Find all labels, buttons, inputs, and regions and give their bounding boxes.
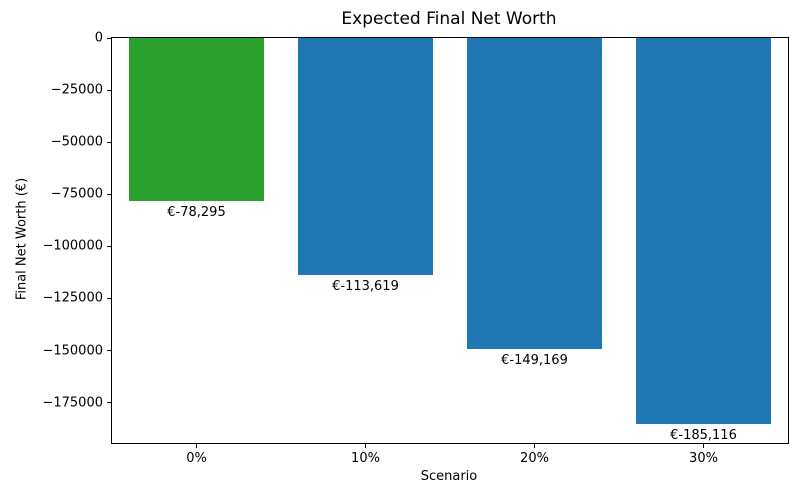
y-tick-mark [107, 245, 111, 247]
bar [635, 38, 772, 424]
plot-area: 0 −25000 −50000 −75000 −100000 −125000 −150000… [42, 31, 789, 466]
y-tick-mark [107, 193, 111, 195]
x-tick-mark [534, 444, 535, 448]
x-tick-label: 30% [689, 451, 718, 466]
chart-title: Expected Final Net Worth [341, 9, 557, 29]
y-axis-label: Final Net Worth (€) [14, 177, 30, 301]
y-tick-label: −125000 [42, 290, 103, 306]
bar [466, 38, 603, 349]
bar-value-label: €-113,619 [332, 278, 399, 294]
y-tick-label: −75000 [50, 186, 103, 202]
y-tick-label: −25000 [50, 82, 103, 98]
bar-value-label: €-185,116 [670, 427, 737, 443]
x-axis-label: Scenario [420, 469, 478, 484]
x-tick-label: 10% [351, 451, 380, 466]
y-tick-label: −150000 [42, 343, 103, 359]
y-tick-mark [107, 89, 111, 91]
y-tick-mark [107, 402, 111, 404]
bar [128, 38, 265, 202]
bar-value-label: €-78,295 [167, 205, 226, 221]
y-tick-mark [107, 141, 111, 143]
y-tick-label: −100000 [42, 238, 103, 254]
x-tick-mark [703, 444, 704, 448]
bar-value-label: €-149,169 [501, 352, 568, 368]
x-tick-mark [196, 444, 197, 448]
x-tick-label: 20% [520, 451, 549, 466]
bar [297, 38, 434, 275]
y-tick-mark [107, 297, 111, 299]
y-tick-label: 0 [94, 30, 103, 46]
x-tick-label: 0% [186, 451, 207, 466]
y-tick-mark [107, 37, 111, 39]
x-tick-mark [365, 444, 366, 448]
y-tick-mark [107, 350, 111, 352]
y-tick-label: −50000 [50, 134, 103, 150]
y-tick-label: −175000 [42, 395, 103, 411]
